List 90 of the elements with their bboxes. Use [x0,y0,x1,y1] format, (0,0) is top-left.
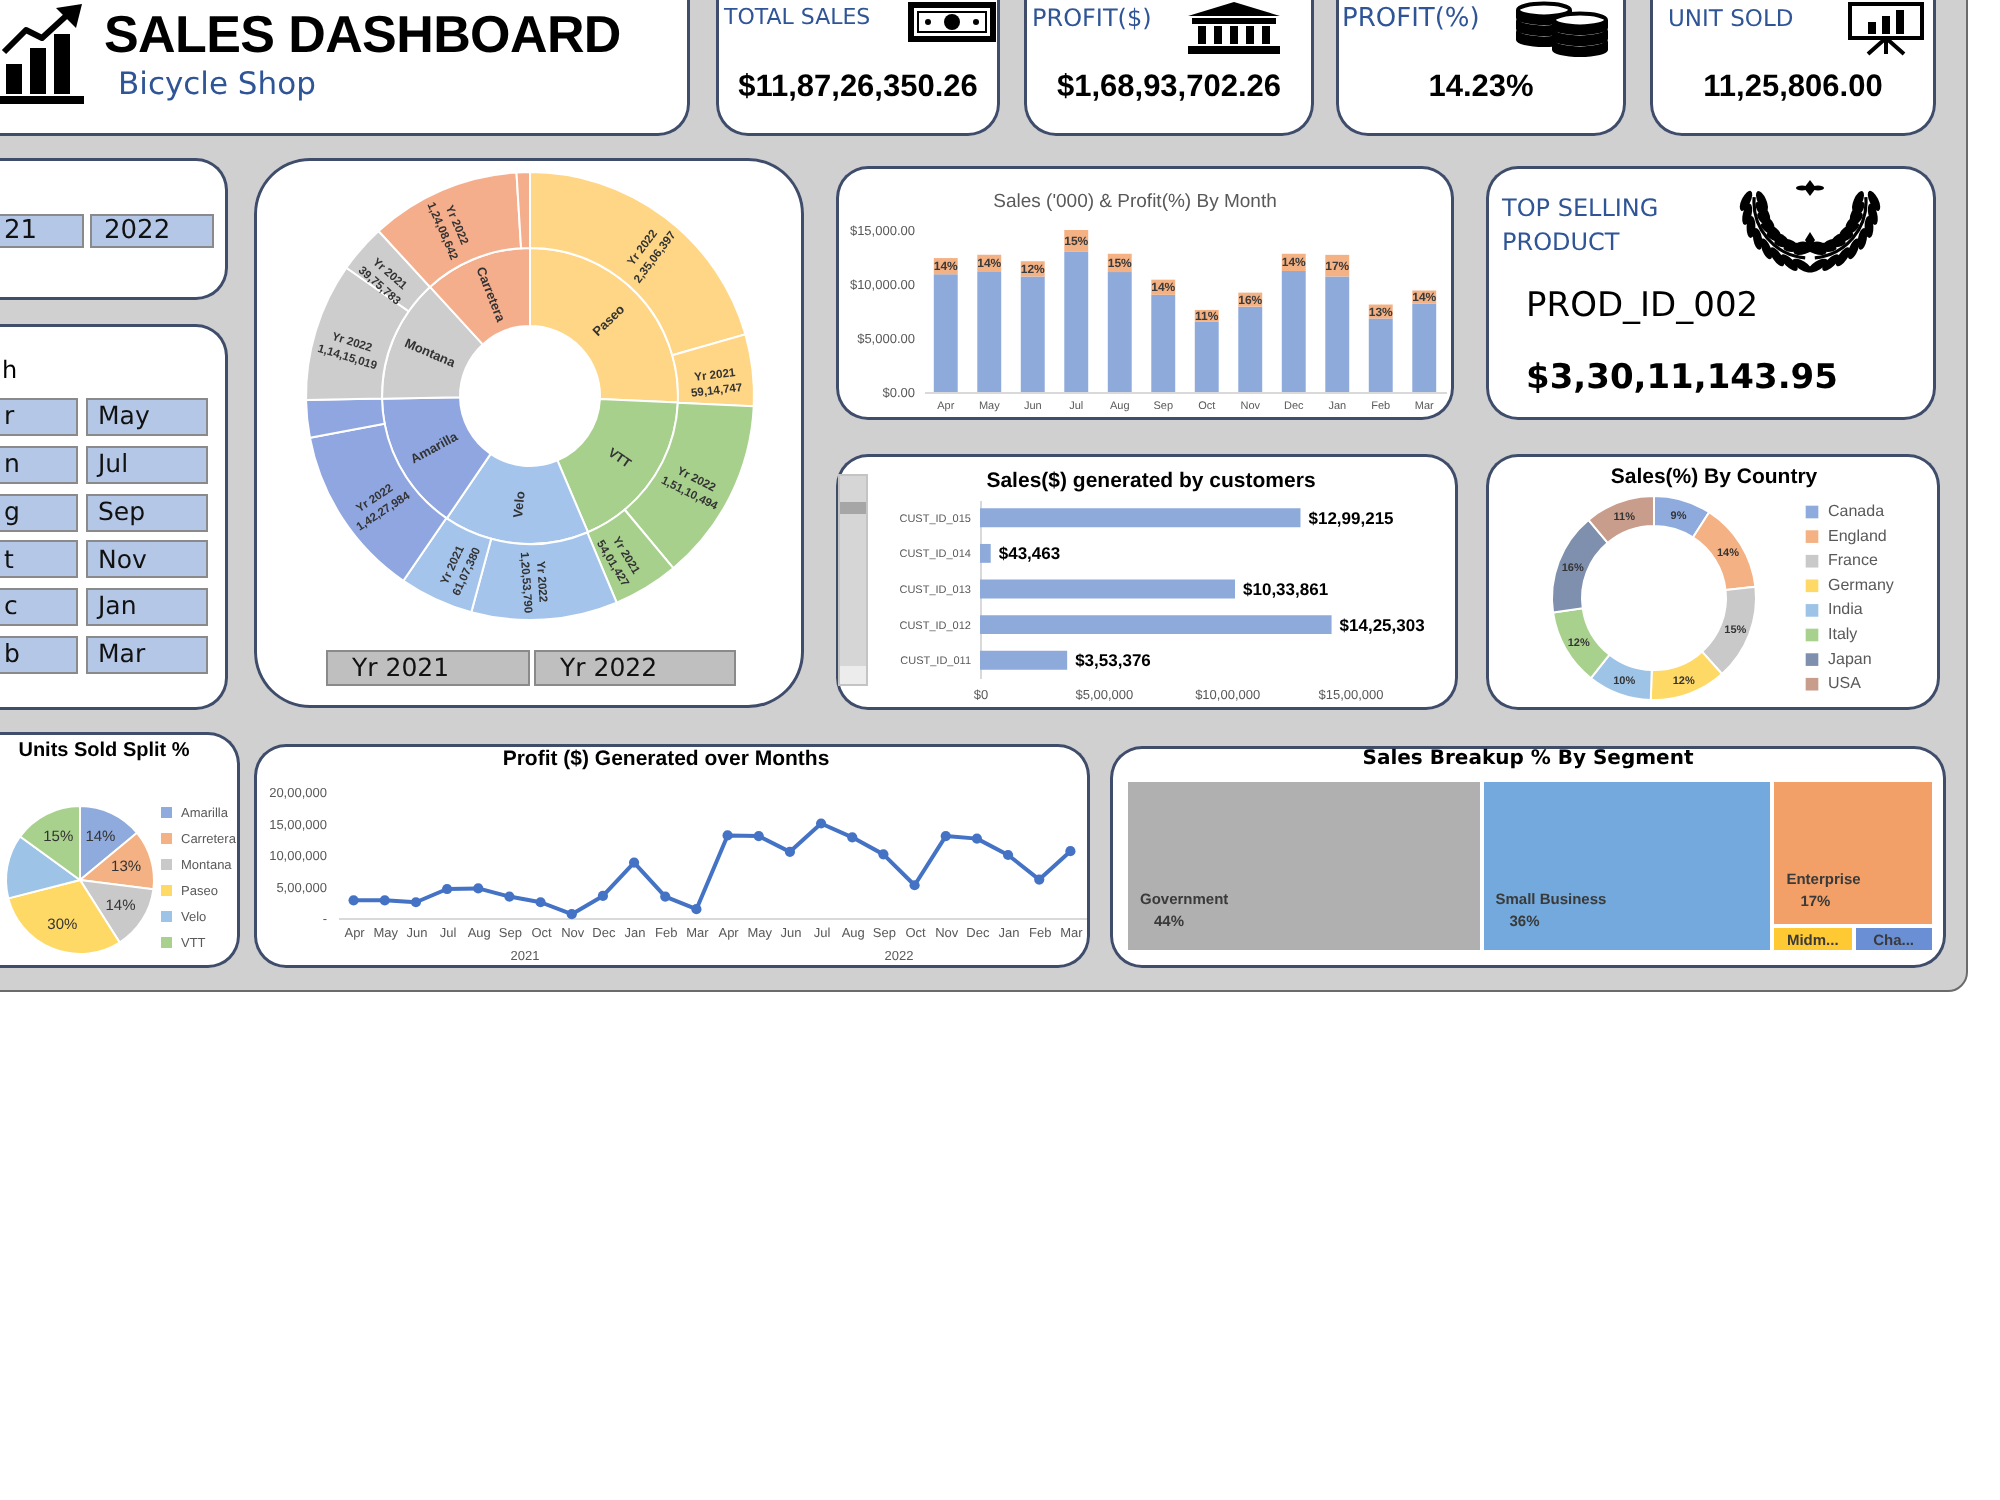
text: Sales Breakup % By Segment [1360,748,1696,770]
button: 21 [0,214,84,248]
button: c [0,588,78,627]
button: 2022 [90,214,214,248]
chart-title: Units Sold Split % [18,740,190,762]
text: $3,30,11,143.95 [1526,358,1838,398]
legend-label: India [1828,600,1864,619]
data-label: $10,33,861 [1243,579,1329,599]
button: Nov [86,540,208,579]
text: 11,25,806.00 [1701,70,1885,106]
button: Sep [86,493,208,532]
point [940,831,951,842]
text: PROFIT(%) [1342,4,1480,34]
button: Jul [86,445,208,484]
point [473,883,484,894]
point [410,897,422,908]
bar [933,274,958,392]
button: r [0,398,78,436]
point [504,891,515,902]
data-label: $3,53,376 [1075,650,1152,671]
point [784,846,796,857]
bar [977,272,1002,392]
point [535,897,546,908]
button: Yr 2021 [326,650,530,686]
text: 14.23% [1426,70,1536,106]
text: TOP SELLING PRODUCT [1502,192,1661,260]
point [566,909,577,920]
button: t [0,540,78,579]
text: h [2,356,18,384]
button: b [0,636,78,674]
bar [980,650,1068,670]
text: Bicycle Shop [118,66,316,102]
point [379,895,390,906]
point [971,833,983,844]
point [441,883,453,895]
bar [1325,276,1350,392]
bar [1194,321,1219,392]
point [753,831,764,842]
legend-label: Canada [1828,502,1886,520]
point [815,818,827,829]
button: Mar [86,636,208,674]
bar [980,615,1332,635]
bar [1064,251,1089,392]
chart-title: Sales($) generated by customers [986,469,1316,493]
point [348,895,359,906]
bar [980,508,1301,528]
bar [1151,294,1176,392]
text: SALES DASHBOARD [104,4,621,66]
data-label: $14,25,303 [1339,614,1426,635]
bar [1412,303,1437,392]
legend-label: USA [1828,674,1863,693]
legend-label: Germany [1828,575,1894,594]
bar [1238,306,1263,392]
bar [1368,318,1393,392]
bar [980,579,1236,599]
chart-title: Profit ($) Generated over Months [502,747,830,771]
bar [1281,271,1306,392]
point [597,890,609,902]
button: Jan [86,588,208,627]
button: May [86,398,208,436]
bar [1107,272,1132,392]
point [1065,846,1076,857]
text: UNIT SOLD [1668,4,1794,32]
text: $1,68,93,702.26 [1054,70,1284,106]
data-label: $12,99,215 [1308,507,1395,528]
button: Yr 2022 [534,650,736,686]
legend-label: Japan [1828,649,1872,668]
text: PROD_ID_002 [1526,286,1759,326]
point [878,849,889,860]
legend-label: Italy [1828,625,1858,643]
point [722,830,733,841]
legend-label: France [1828,551,1879,570]
text: PROFIT($) [1032,4,1152,32]
button: n [0,445,78,484]
chart-title: Sales(%) By Country [1610,465,1818,489]
data-label: $43,463 [998,543,1061,564]
legend-label: England [1828,526,1887,545]
point [847,832,858,843]
point [1034,874,1045,885]
point [628,857,640,868]
text: TOTAL SALES [724,4,871,30]
text: $11,87,26,350.26 [736,70,980,106]
bar [980,543,991,563]
bar [1020,276,1045,392]
point [1002,849,1014,861]
point [909,880,920,891]
point [691,904,702,915]
point [660,891,671,902]
chart-title: Sales ('000) & Profit(%) By Month [993,191,1277,213]
button: g [0,493,78,532]
